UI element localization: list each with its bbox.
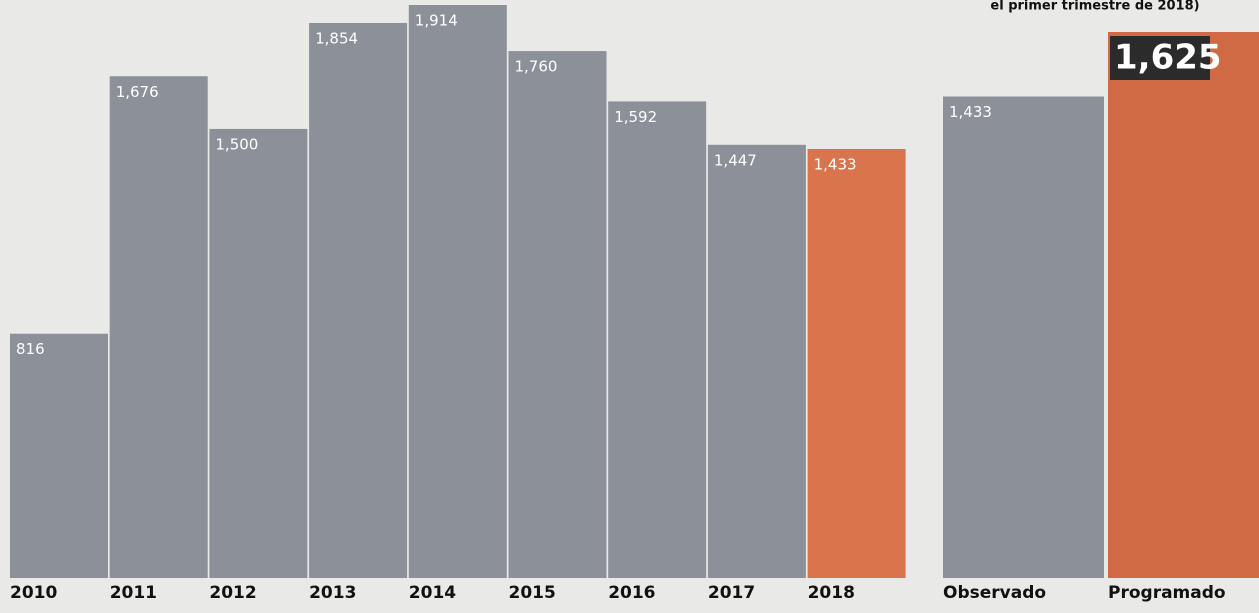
x-tick-label: 2015: [509, 583, 556, 603]
value-label: 1,676: [116, 83, 159, 101]
x-tick-label: Observado: [943, 583, 1046, 603]
bar: [508, 51, 607, 578]
bar: [10, 333, 108, 578]
bar: [209, 128, 308, 579]
x-tick-label: 2011: [110, 583, 157, 603]
value-label: 1,625: [1114, 38, 1222, 78]
label-box: [1110, 36, 1210, 80]
bar: [807, 148, 906, 579]
x-tick-label: 2013: [309, 583, 356, 603]
value-label: 1,760: [515, 58, 558, 76]
value-label: 1,433: [814, 155, 857, 173]
value-label: 1,433: [949, 103, 992, 121]
value-label: 1,914: [415, 12, 458, 30]
x-tick-label: 2016: [608, 583, 655, 603]
bar: [608, 101, 707, 578]
chart-subtitle: el primer trimestre de 2018): [990, 0, 1199, 14]
x-tick-label: 2018: [808, 583, 855, 603]
value-label: 1,592: [614, 108, 657, 126]
value-label: 1,447: [714, 151, 757, 169]
bar: [408, 5, 507, 578]
bar: [707, 144, 806, 579]
bar: [309, 22, 408, 578]
x-tick-label: 2017: [708, 583, 755, 603]
bar: [943, 96, 1104, 579]
bar: [1108, 32, 1259, 578]
value-label: 1,854: [315, 29, 358, 47]
x-tick-label: 2010: [10, 583, 57, 603]
x-tick-label: 2014: [409, 583, 456, 603]
value-label: 1,500: [215, 135, 258, 153]
x-tick-label: 2012: [209, 583, 256, 603]
bar: [109, 76, 208, 578]
value-label: 816: [16, 340, 45, 358]
x-tick-label: Programado: [1108, 583, 1226, 603]
